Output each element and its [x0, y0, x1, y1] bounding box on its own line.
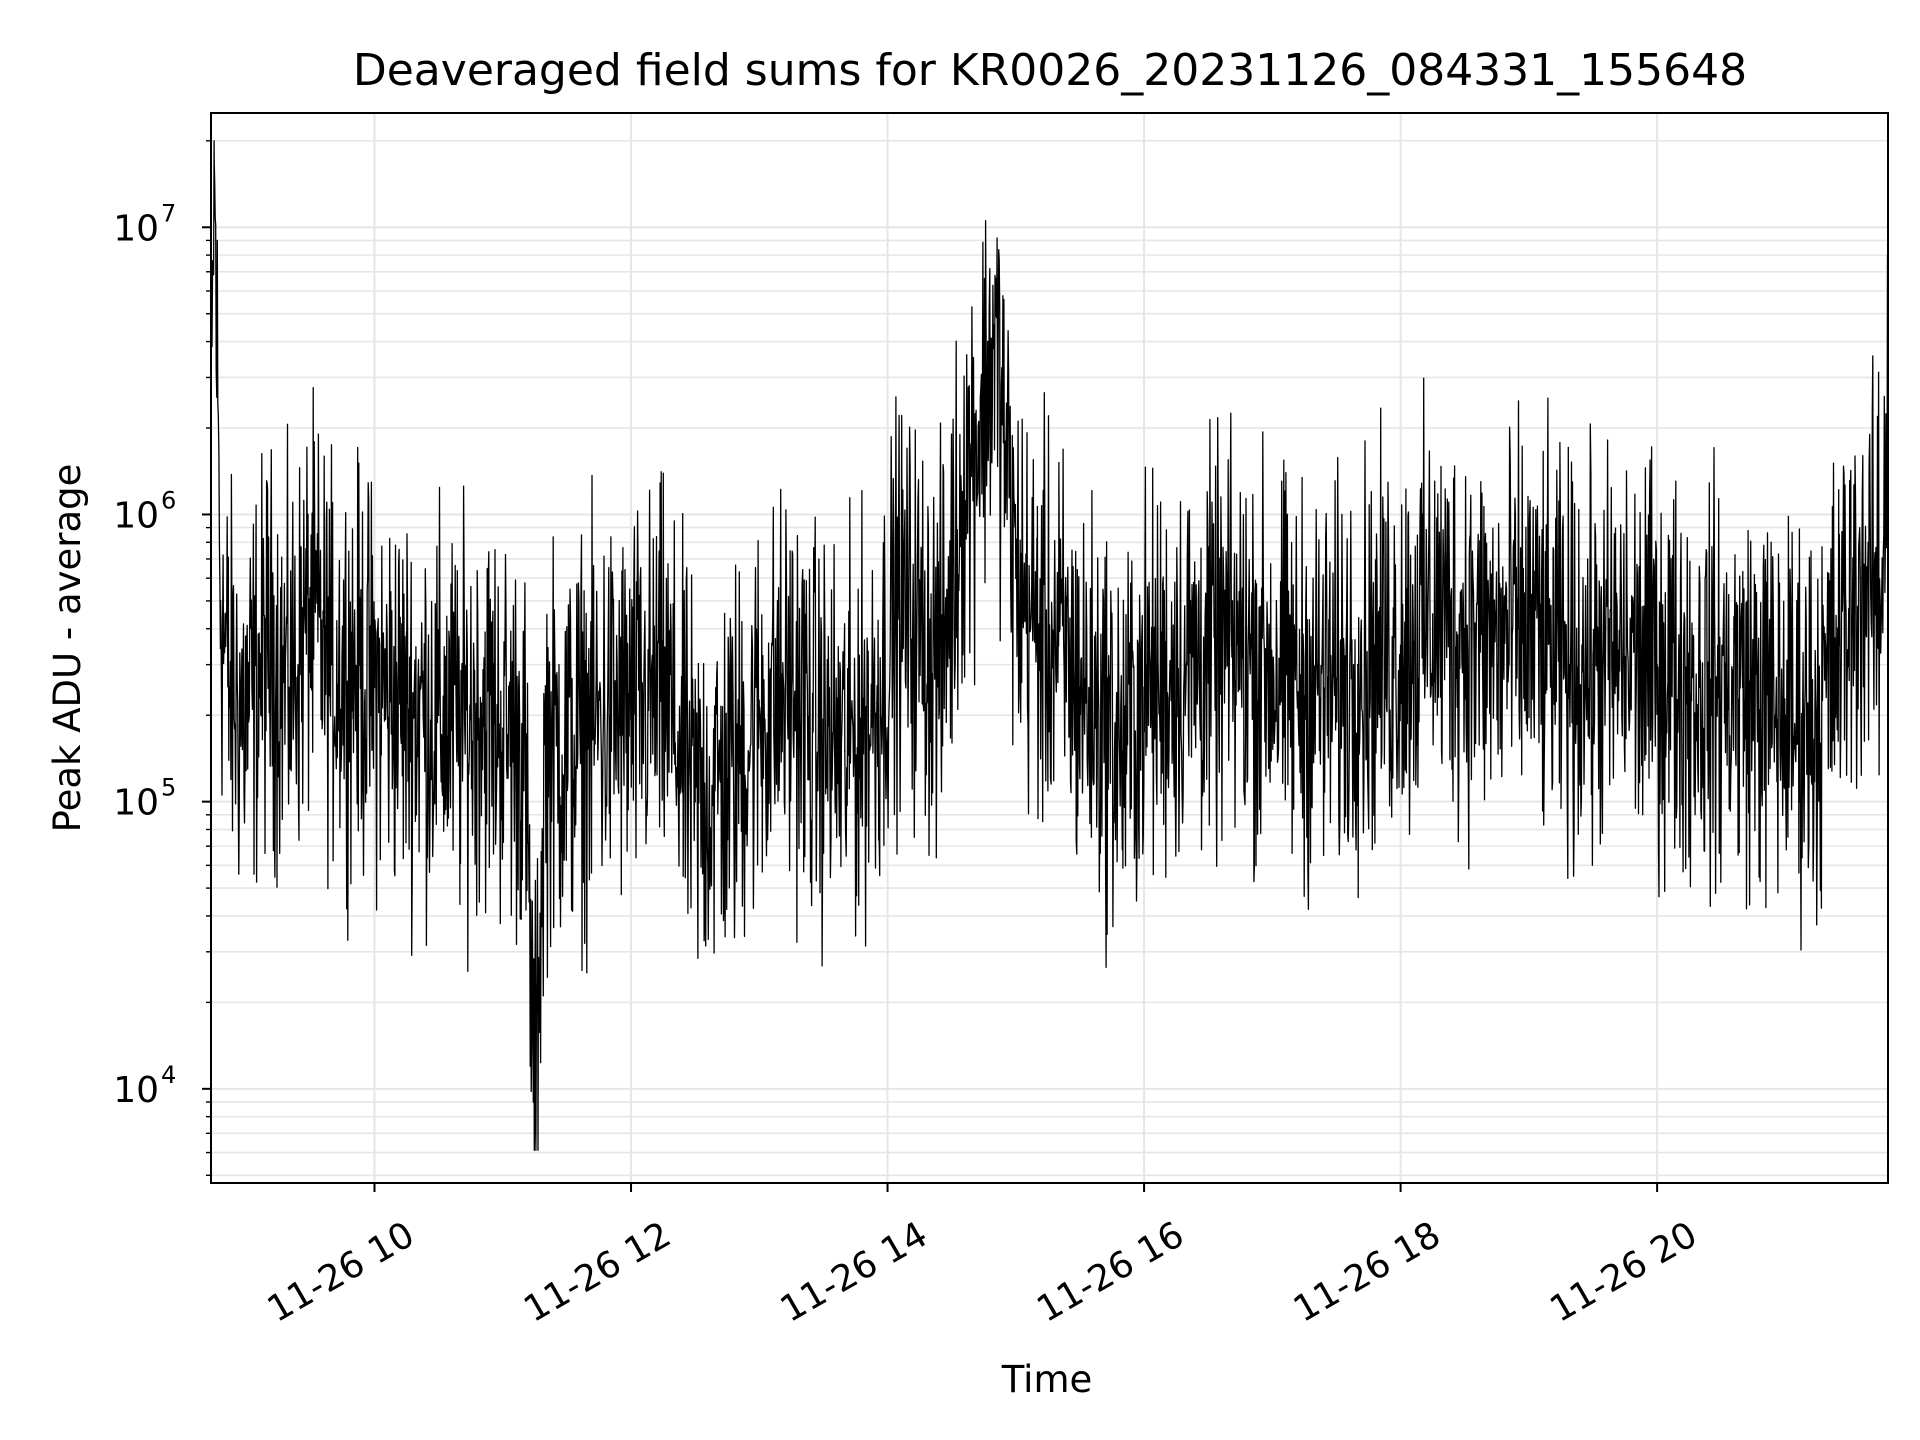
data-point — [1699, 686, 1701, 689]
data-point — [918, 627, 921, 630]
data-point — [309, 613, 312, 615]
data-layer — [210, 140, 1889, 1151]
data-point — [437, 714, 440, 716]
chart-title: Deaveraged field sums for KR0026_2023112… — [353, 45, 1747, 96]
data-point — [1399, 644, 1402, 647]
data-point — [1880, 600, 1883, 602]
data-point — [352, 663, 354, 666]
data-point — [1816, 714, 1819, 716]
y-axis-label: Peak ADU - average — [46, 464, 89, 833]
data-point — [1292, 686, 1295, 689]
data-point — [1495, 644, 1498, 647]
data-point — [566, 750, 568, 752]
data-point — [843, 750, 846, 752]
data-point — [523, 742, 525, 744]
data-point — [758, 714, 761, 716]
data-point — [1079, 686, 1081, 689]
y-tick-label: 10 — [113, 1070, 159, 1111]
data-point — [1271, 663, 1274, 666]
data-point — [587, 727, 590, 730]
data-point — [982, 399, 985, 401]
data-point — [501, 727, 504, 730]
data-point — [811, 727, 814, 730]
y-tick-label: 10 — [113, 783, 159, 824]
data-point — [1121, 750, 1124, 752]
data-point — [1335, 686, 1338, 689]
data-point — [1057, 644, 1060, 647]
data-point — [1100, 714, 1103, 716]
data-point — [1784, 714, 1787, 716]
data-point — [662, 686, 664, 689]
data-point — [1528, 627, 1530, 630]
data-point — [630, 714, 632, 716]
data-point — [993, 340, 996, 343]
data-point — [1560, 663, 1562, 666]
data-point — [544, 742, 547, 744]
data-point — [1186, 663, 1188, 666]
data-point — [213, 160, 215, 162]
data-point — [480, 702, 483, 705]
data-point — [897, 600, 900, 602]
data-point — [1357, 663, 1359, 666]
data-point — [1228, 644, 1231, 647]
data-point — [405, 702, 408, 705]
y-tick-label-exponent: 4 — [161, 1061, 176, 1089]
data-point — [1859, 577, 1862, 579]
y-tick-label-exponent: 5 — [161, 774, 176, 802]
data-point — [288, 686, 290, 689]
data-point — [1741, 686, 1744, 689]
data-point — [1004, 440, 1006, 442]
data-point — [608, 714, 611, 716]
data-point — [459, 727, 461, 730]
y-tick-label-exponent: 7 — [161, 199, 176, 227]
series-line — [210, 140, 1889, 1151]
x-axis-label: Time — [1001, 1358, 1093, 1401]
data-point — [1431, 613, 1434, 615]
data-point — [1015, 577, 1017, 579]
data-point — [1624, 655, 1626, 658]
data-point — [694, 800, 696, 803]
data-point — [1463, 627, 1466, 630]
data-point — [1143, 686, 1145, 689]
y-tick-label: 10 — [113, 208, 159, 249]
data-point — [876, 702, 878, 705]
data-point — [940, 663, 942, 666]
data-point — [330, 663, 333, 666]
data-point — [245, 714, 248, 716]
plot-frame — [210, 112, 1889, 1184]
data-point — [266, 644, 269, 647]
data-point — [219, 600, 222, 602]
data-point — [961, 490, 964, 493]
data-point — [1838, 644, 1840, 647]
data-point — [790, 686, 793, 689]
y-tick-label-exponent: 6 — [161, 486, 176, 514]
data-point — [534, 1115, 536, 1118]
data-point — [373, 686, 376, 689]
data-point — [1656, 663, 1658, 666]
data-point — [1036, 627, 1038, 630]
data-point — [1592, 663, 1594, 666]
data-point — [228, 686, 230, 689]
y-tick-label: 10 — [113, 495, 159, 536]
data-point — [726, 778, 729, 780]
